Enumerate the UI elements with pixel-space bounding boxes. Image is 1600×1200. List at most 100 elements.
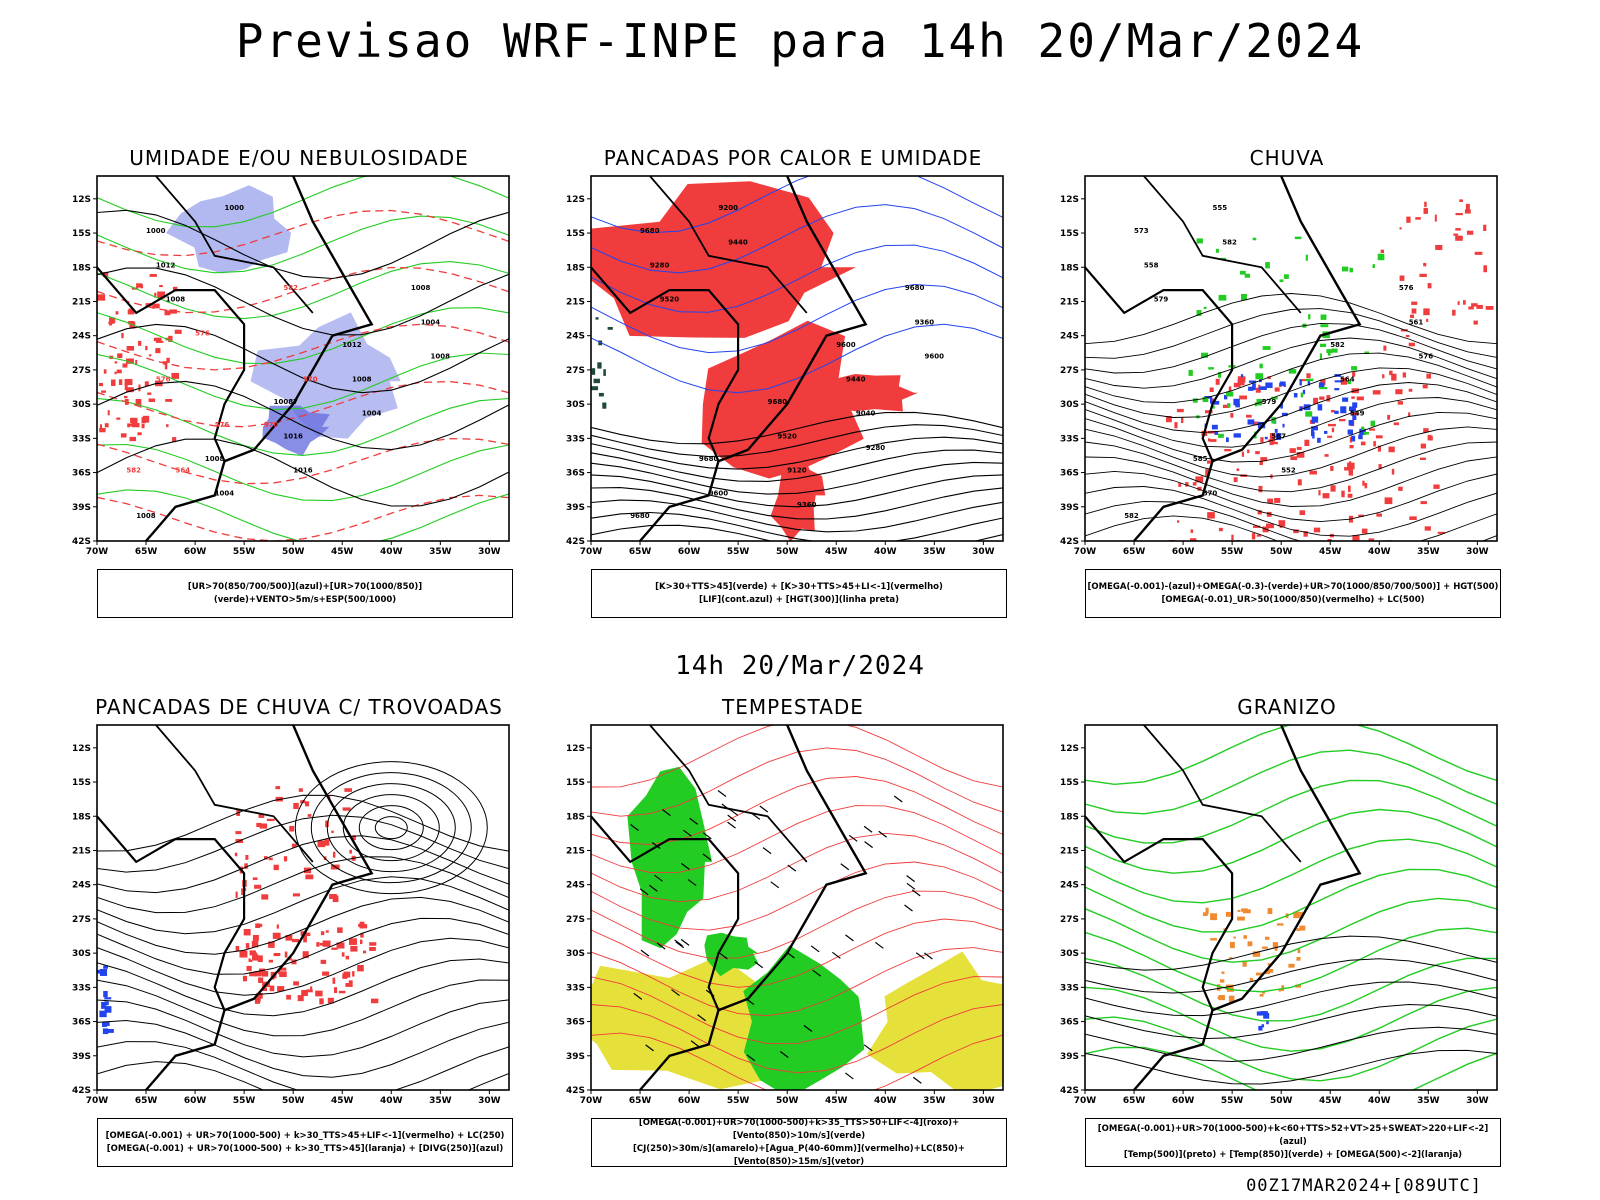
hail-cell [1225,984,1234,990]
state-border [649,725,808,863]
storm-red-cell [268,941,275,948]
dark-cell [598,392,604,397]
rain-red-cell [1176,408,1184,413]
rain-blue-cell [1210,397,1213,404]
rain-red-cell [1257,510,1262,515]
contour-label: 1004 [421,318,441,326]
storm-red-cell [349,849,352,854]
divergence-cell [103,965,108,969]
rain-red-cell [1299,379,1307,382]
temp850-contour [1085,725,1497,786]
wind-vector [759,805,769,813]
legend-box: [OMEGA(-0.001) + UR>70(1000-500) + k>30_… [97,1118,513,1167]
contour-label: 1012 [342,341,362,349]
rain-blue-cell [1240,374,1244,378]
streamline [1085,397,1497,448]
rain-blue-cell [1317,437,1321,443]
hail-cell [1276,923,1284,926]
dashed-red-cell [145,345,148,351]
green-contour [97,352,509,411]
wind-vector [754,961,764,969]
lon-tick-label: 40W [1368,547,1391,557]
rain-red-cell [1468,306,1474,310]
contour-label: 1004 [362,410,382,418]
storm-red-cell [360,939,363,945]
rain-red-cell [1296,446,1302,450]
storm-red-cell [324,839,330,846]
dashed-red-cell [131,423,140,428]
lat-tick-label: 24S [72,332,91,342]
rain-red-cell [1352,535,1360,541]
hail-cell [1210,913,1218,921]
streamline [1085,337,1497,389]
panel-title: PANCADAS POR CALOR E UMIDADE [603,146,983,170]
wind-vector [633,992,643,1000]
hail-cell [1288,963,1295,968]
panel-pancadas-calor: PANCADAS POR CALOR E UMIDADE 9680 9680 968… [558,146,1028,626]
contour-label: 1008 [431,353,451,361]
storm-red-cell [291,959,297,965]
rain-red-cell [1375,435,1383,439]
rain-red-cell [1395,389,1403,395]
storm-red-cell [252,935,259,941]
streamline [97,876,509,935]
rain-blue-cell [1358,434,1363,440]
legend-line: [OMEGA(-0.01)_UR>50(1000/850)(vermelho) … [1161,594,1425,605]
dashed-red-cell [155,340,164,343]
wind-vector [863,1044,873,1052]
dashed-red-cell [104,423,109,428]
storm-red-cell [344,788,353,792]
map-frame [1084,175,1498,542]
rain-red-cell [1324,454,1329,457]
lat-tick-label: 24S [1060,881,1079,891]
rain-blue-cell [1265,382,1273,388]
wind-vector [680,862,690,870]
dashed-red-cell [153,337,162,342]
rain-green-cell [1308,314,1311,320]
rain-red-cell [1360,441,1366,446]
lon-tick-label: 45W [825,547,848,557]
storm-red-cell [235,831,242,835]
dashed-red-cell [164,362,168,370]
lat-tick-label: 36S [1060,1018,1079,1028]
storm-red-cell [360,933,364,938]
rain-green-cell [1188,369,1193,376]
storm-red-cell [315,990,323,997]
panel-title: GRANIZO [1237,695,1337,719]
rain-blue-cell [1264,436,1268,440]
humidity-shading [262,405,330,456]
storm-red-cell [248,958,251,962]
rain-green-cell [1363,432,1369,435]
rain-red-cell [1209,439,1217,442]
dark-cell [597,362,602,369]
lat-tick-label: 36S [1060,469,1079,479]
streamline [97,917,509,975]
wind-vector [906,875,916,883]
water-contour [591,1032,1003,1090]
lon-tick-label: 35W [1417,1096,1440,1106]
red-dashed-contour [97,323,509,371]
coastline [1133,176,1362,541]
lat-tick-label: 21S [72,846,91,856]
storm-red-cell [363,950,367,954]
rain-green-cell [1342,266,1349,272]
map-frame [590,724,1004,1091]
storm-red-cell [269,985,275,992]
wind-vector [654,874,663,882]
rain-red-cell [1166,416,1172,423]
lat-tick-label: 18S [1060,812,1079,822]
rain-red-cell [1190,538,1197,541]
rain-green-cell [1220,257,1227,260]
state-border [649,176,808,314]
rain-red-cell [1373,441,1376,447]
rain-red-cell [1398,486,1403,491]
rain-red-cell [1260,457,1268,462]
rain-red-cell [1251,532,1256,540]
rain-red-cell [1269,433,1276,440]
rain-green-cell [1255,373,1264,380]
storm-red-cell [292,893,300,897]
rain-red-cell [1364,483,1368,489]
dashed-red-cell [122,363,128,368]
